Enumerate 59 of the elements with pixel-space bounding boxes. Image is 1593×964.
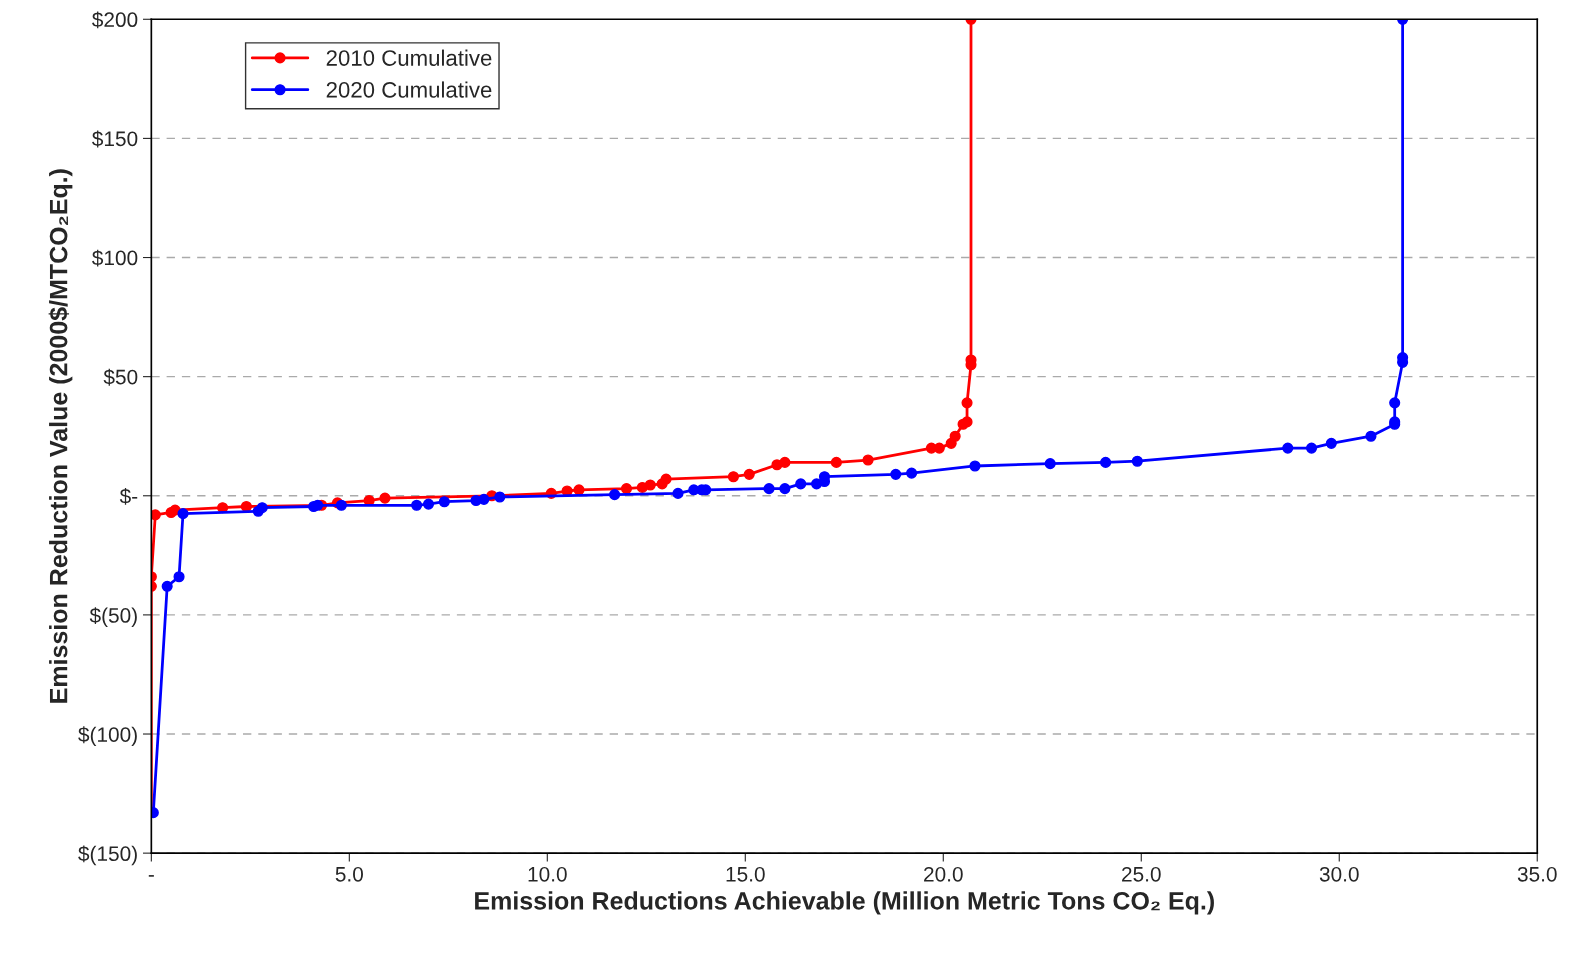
y-tick-label: $(150) bbox=[78, 845, 137, 866]
point bbox=[830, 456, 842, 468]
point bbox=[890, 468, 902, 480]
point bbox=[969, 460, 981, 472]
y-tick-label: $50 bbox=[103, 368, 138, 386]
point bbox=[644, 479, 656, 491]
point bbox=[1131, 455, 1143, 467]
point bbox=[173, 571, 185, 583]
y-tick-label: $(100) bbox=[78, 726, 137, 747]
point bbox=[660, 473, 672, 485]
point bbox=[177, 508, 189, 520]
point bbox=[763, 483, 775, 495]
x-tick-label: 30.0 bbox=[1319, 866, 1359, 882]
point bbox=[335, 499, 347, 511]
point bbox=[672, 487, 684, 499]
legend-label: 2020 Cumulative bbox=[326, 81, 492, 98]
point bbox=[1305, 442, 1318, 454]
point bbox=[438, 496, 450, 508]
point bbox=[779, 456, 791, 468]
y-tick-label: $(50) bbox=[89, 607, 137, 627]
point bbox=[1100, 456, 1112, 468]
x-tick-label: 10.0 bbox=[528, 866, 567, 882]
point bbox=[422, 498, 435, 510]
y-tick-label: $150 bbox=[92, 130, 138, 148]
point bbox=[161, 580, 173, 592]
x-tick-label: 5.0 bbox=[335, 866, 363, 882]
point bbox=[478, 493, 490, 505]
x-tick-label: 20.0 bbox=[924, 866, 963, 882]
point bbox=[1365, 430, 1377, 442]
point bbox=[779, 483, 791, 495]
point bbox=[494, 491, 506, 503]
x-axis-title: Emission Reductions Achievable (Million Metric Tons CO₂ Eq.) bbox=[475, 891, 1214, 915]
legend-label: 2010 Cumulative bbox=[326, 49, 492, 66]
y-axis-title: Emission Reduction Value (2000$/MTCO₂Eq.) bbox=[48, 169, 73, 703]
x-tick-label: - bbox=[148, 875, 154, 877]
y-tick-label: $- bbox=[119, 487, 138, 505]
point bbox=[411, 499, 423, 511]
point bbox=[906, 467, 918, 479]
y-tick-label: $100 bbox=[92, 249, 138, 267]
point bbox=[1325, 437, 1337, 449]
point bbox=[862, 454, 874, 466]
x-tick-label: 25.0 bbox=[1122, 866, 1161, 882]
x-tick-label: 15.0 bbox=[726, 866, 765, 882]
x-tick-label: 35.0 bbox=[1517, 866, 1557, 882]
point bbox=[256, 502, 268, 514]
point bbox=[609, 489, 621, 501]
point bbox=[620, 483, 633, 495]
point bbox=[795, 478, 807, 490]
point bbox=[1389, 397, 1401, 409]
y-tick-label: $200 bbox=[92, 11, 138, 29]
point bbox=[379, 492, 391, 504]
point bbox=[727, 471, 739, 483]
point bbox=[151, 509, 161, 521]
point bbox=[961, 397, 973, 409]
point bbox=[1044, 458, 1056, 470]
point bbox=[1282, 442, 1294, 454]
point bbox=[743, 468, 755, 480]
point bbox=[961, 416, 973, 428]
point bbox=[949, 430, 961, 442]
